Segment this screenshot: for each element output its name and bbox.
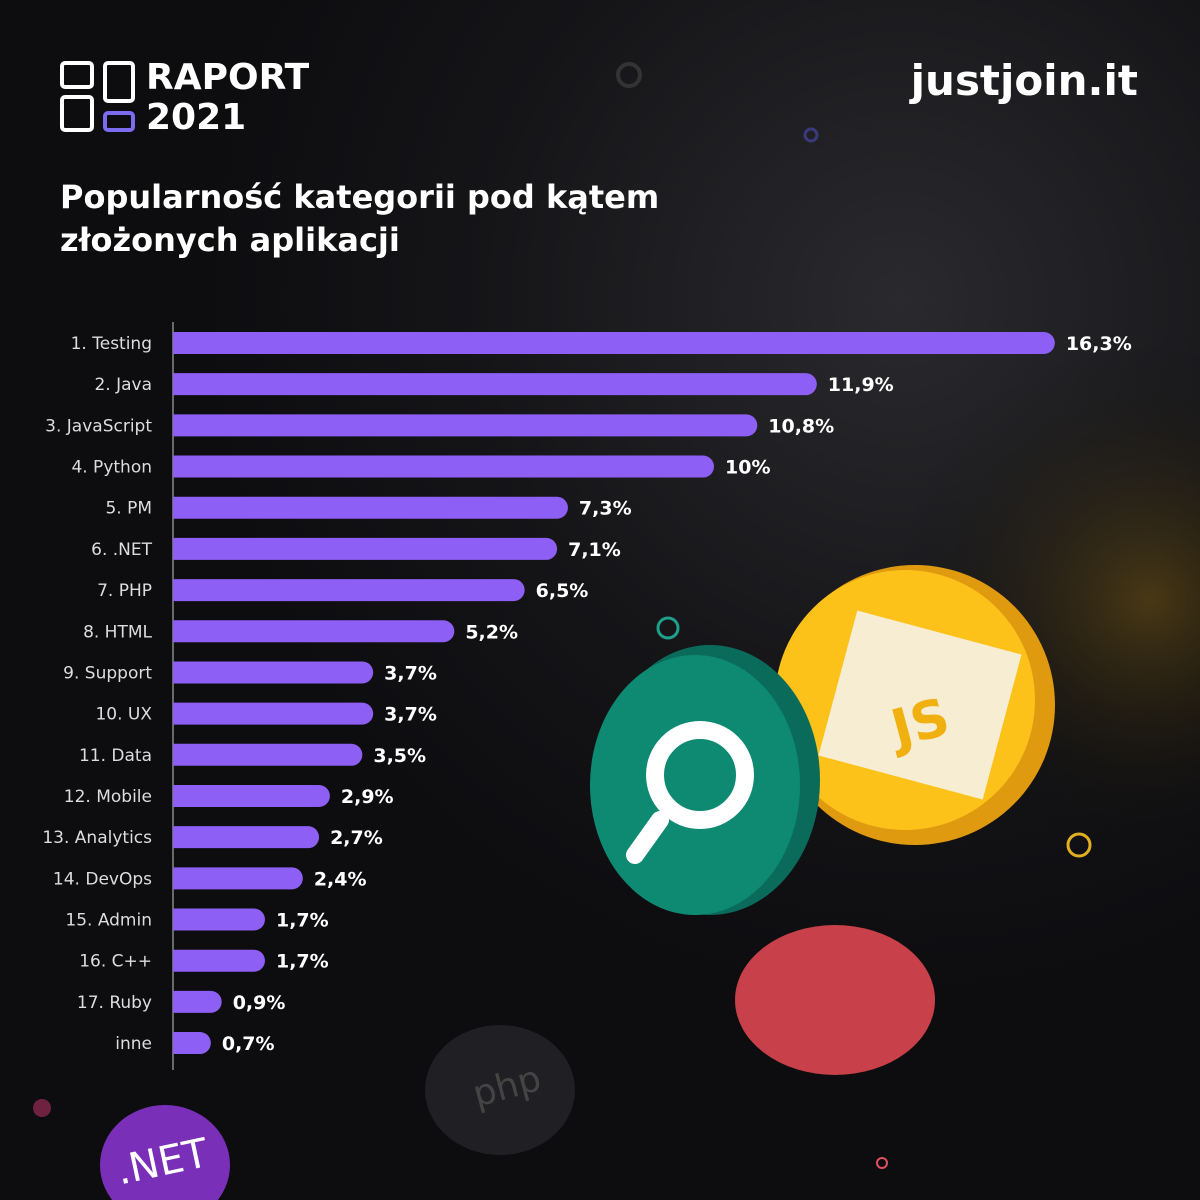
- ring: [803, 127, 819, 143]
- category-label: 2. Java: [94, 375, 152, 395]
- bar: [173, 908, 265, 931]
- ring: [876, 1157, 888, 1169]
- ring: [1066, 832, 1092, 858]
- category-label: 15. Admin: [65, 911, 152, 931]
- category-label: 6. .NET: [91, 540, 152, 560]
- value-label: 11,9%: [828, 374, 894, 396]
- bar: [173, 949, 265, 972]
- category-label: 12. Mobile: [64, 787, 152, 807]
- bar: [173, 990, 222, 1013]
- category-label: inne: [115, 1034, 152, 1054]
- chart-title: Popularność kategorii pod kątem złożonyc…: [60, 178, 660, 259]
- bar: [173, 332, 1055, 354]
- value-label: 2,9%: [341, 786, 394, 808]
- value-label: 3,7%: [384, 704, 437, 726]
- ring: [656, 616, 680, 640]
- category-label: 3. JavaScript: [45, 416, 152, 436]
- value-label: 0,9%: [233, 992, 286, 1014]
- category-label: 17. Ruby: [77, 993, 152, 1013]
- brand: justjoin.it: [910, 56, 1138, 105]
- bar: [173, 414, 758, 437]
- category-label: 11. Data: [79, 746, 152, 766]
- report-label: RAPORT: [146, 57, 310, 98]
- bar: [173, 702, 374, 725]
- category-label: 8. HTML: [83, 622, 152, 642]
- bar: [173, 579, 525, 602]
- bar: [173, 1032, 211, 1055]
- value-label: 10%: [725, 457, 770, 479]
- bar: [173, 826, 320, 849]
- category-label: 9. Support: [63, 663, 152, 683]
- dot: [33, 1099, 51, 1117]
- coin-net: [100, 1105, 230, 1200]
- category-label: 7. PHP: [97, 581, 152, 601]
- value-label: 10,8%: [768, 415, 834, 437]
- category-label: 16. C++: [79, 952, 152, 972]
- js-box: [818, 610, 1022, 800]
- coin-java: [735, 925, 935, 1075]
- search-icon: [626, 811, 669, 864]
- value-label: 3,7%: [384, 662, 437, 684]
- logo-shape: [103, 61, 135, 103]
- category-label: 5. PM: [105, 499, 152, 519]
- ring: [616, 62, 642, 88]
- bar: [173, 537, 558, 560]
- logo-shape: [60, 95, 94, 132]
- bar: [173, 620, 455, 643]
- value-label: 1,7%: [276, 951, 329, 973]
- value-label: 7,3%: [579, 498, 632, 520]
- value-label: 5,2%: [465, 621, 518, 643]
- logo-shape: [60, 61, 94, 89]
- category-label: 14. DevOps: [53, 869, 152, 889]
- report-year: 2021: [146, 97, 247, 138]
- bar: [173, 661, 374, 684]
- value-label: 3,5%: [373, 745, 426, 767]
- value-label: 2,7%: [330, 827, 383, 849]
- logo-shape: [103, 111, 135, 132]
- bar: [173, 867, 303, 890]
- value-label: 16,3%: [1066, 333, 1132, 355]
- value-label: 1,7%: [276, 910, 329, 932]
- bar: [173, 784, 330, 807]
- category-label: 4. Python: [71, 458, 152, 478]
- category-label: 1. Testing: [71, 334, 152, 354]
- search-icon: [646, 721, 754, 829]
- bar: [173, 743, 363, 766]
- category-label: 13. Analytics: [42, 828, 152, 848]
- value-label: 2,4%: [314, 868, 367, 890]
- value-label: 0,7%: [222, 1033, 275, 1055]
- category-label: 10. UX: [95, 705, 152, 725]
- value-label: 6,5%: [536, 580, 589, 602]
- coin-php: [425, 1025, 575, 1155]
- bar: [173, 455, 714, 478]
- value-label: 7,1%: [568, 539, 621, 561]
- bar: [173, 496, 568, 519]
- bar: [173, 373, 817, 396]
